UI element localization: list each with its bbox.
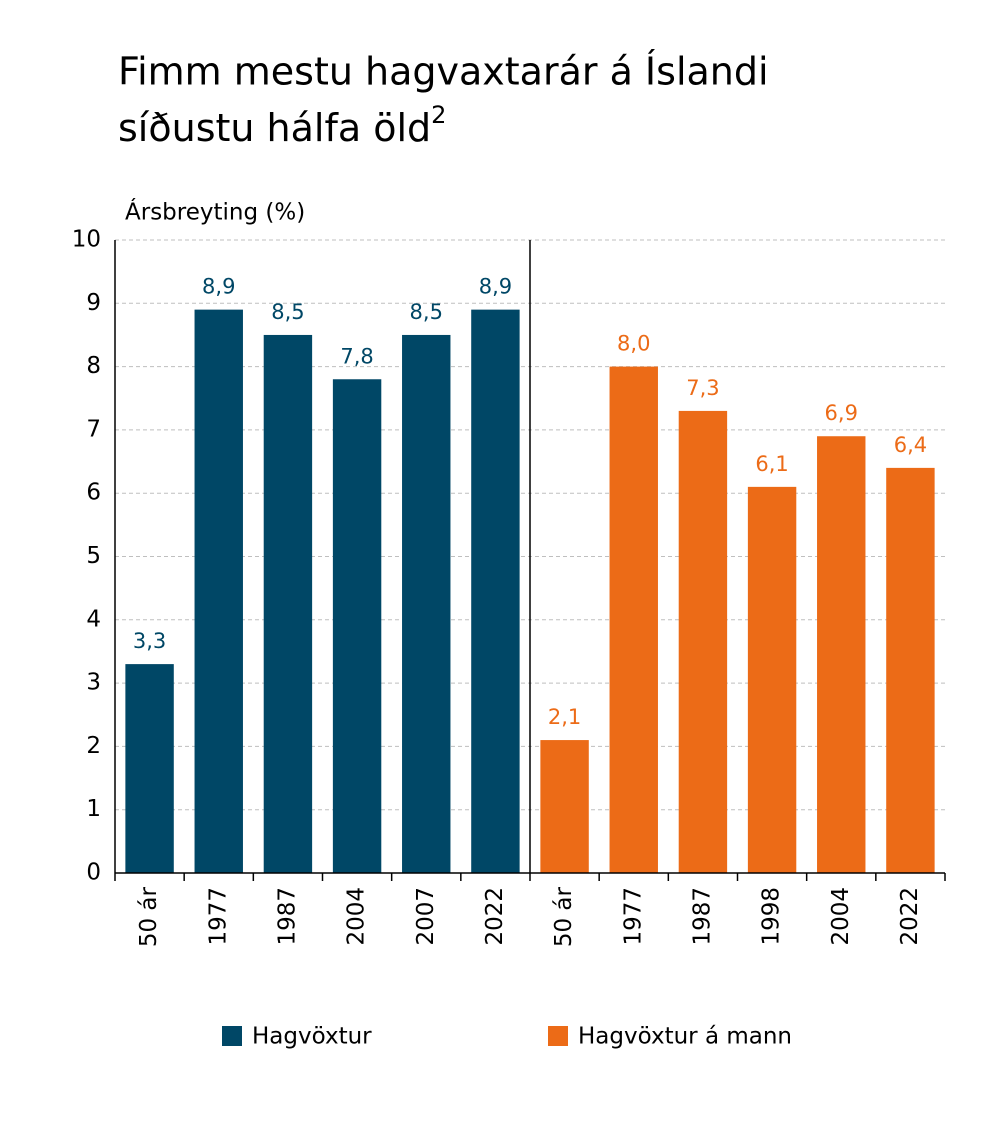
bar: [471, 309, 520, 873]
bar: [747, 486, 797, 873]
chart-title: síðustu hálfa öld2: [118, 101, 446, 150]
x-tick-label: 1998: [759, 887, 785, 946]
bar: [540, 740, 589, 873]
bar: [263, 334, 313, 873]
bar: [886, 467, 935, 873]
title-note: 2: [431, 101, 446, 129]
chart-title: Fimm mestu hagvaxtarár á Íslandi: [118, 50, 769, 94]
data-label: 8,0: [617, 332, 650, 356]
legend-label: Hagvöxtur á mann: [578, 1024, 792, 1050]
y-tick-label: 0: [86, 860, 101, 886]
bar: [609, 366, 658, 873]
data-label: 2,1: [548, 705, 581, 729]
data-label: 7,8: [340, 344, 373, 368]
x-tick-label: 2004: [344, 887, 370, 946]
legend-swatch: [222, 1026, 242, 1046]
y-tick-label: 5: [86, 543, 101, 569]
x-tick-label: 50 ár: [551, 886, 577, 947]
x-tick-label: 1987: [274, 887, 300, 946]
bar: [817, 436, 866, 873]
y-tick-label: 4: [86, 606, 101, 632]
bar: [125, 664, 174, 873]
y-tick-label: 2: [86, 733, 101, 759]
bar: [678, 410, 728, 873]
y-tick-label: 7: [86, 416, 101, 442]
x-tick-label: 50 ár: [136, 886, 162, 947]
bar: [332, 379, 382, 873]
data-label: 8,5: [271, 300, 304, 324]
y-tick-label: 9: [86, 290, 101, 316]
y-tick-label: 1: [86, 796, 101, 822]
data-label: 3,3: [133, 629, 166, 653]
x-tick-label: 2022: [482, 887, 508, 946]
data-label: 8,5: [410, 300, 443, 324]
x-tick-label: 1987: [689, 887, 715, 946]
data-label: 7,3: [686, 376, 719, 400]
y-tick-label: 6: [86, 480, 101, 506]
chart-title-line: síðustu hálfa öld: [118, 106, 431, 150]
legend-label: Hagvöxtur: [252, 1024, 372, 1050]
y-tick-label: 8: [86, 353, 101, 379]
data-label: 8,9: [479, 275, 512, 299]
legend-swatch: [548, 1026, 568, 1046]
y-tick-label: 3: [86, 670, 101, 696]
data-label: 6,4: [894, 433, 927, 457]
bar: [402, 334, 451, 873]
x-tick-label: 2004: [828, 887, 854, 946]
bar: [194, 309, 243, 873]
x-tick-label: 2007: [413, 887, 439, 946]
data-label: 8,9: [202, 275, 235, 299]
y-tick-label: 10: [72, 227, 101, 253]
x-tick-label: 1977: [620, 887, 646, 946]
data-label: 6,9: [825, 401, 858, 425]
x-tick-label: 1977: [205, 887, 231, 946]
data-label: 6,1: [755, 452, 788, 476]
y-axis-label: Ársbreyting (%): [125, 198, 305, 226]
x-tick-label: 2022: [897, 887, 923, 946]
